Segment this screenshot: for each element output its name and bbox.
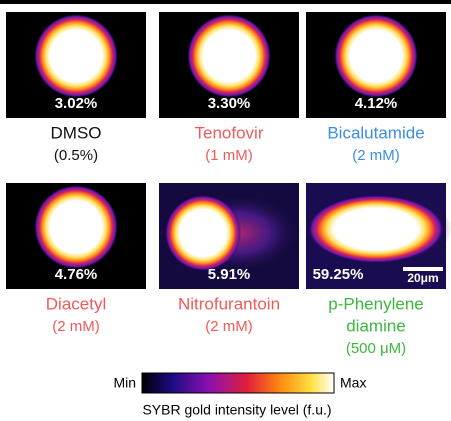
percentage: 4.12% xyxy=(355,95,398,112)
comet-head xyxy=(34,185,118,269)
percentage: 59.25% xyxy=(313,266,364,283)
comet-head xyxy=(165,195,241,271)
comet-head xyxy=(334,14,418,98)
percentage: 3.30% xyxy=(208,95,251,112)
comet-tail xyxy=(308,195,444,263)
compound-name: Bicalutamide xyxy=(327,123,424,142)
colorbar-caption: SYBR gold intensity level (f.u.) xyxy=(142,402,331,418)
cropped-title xyxy=(0,0,451,4)
concentration: (2 mM) xyxy=(205,318,253,335)
compound-name: p-Phenylene xyxy=(328,294,423,313)
concentration: (2 mM) xyxy=(52,318,100,335)
concentration: (1 mM) xyxy=(205,147,253,164)
colorbar-max: Max xyxy=(340,375,366,391)
colorbar xyxy=(142,373,334,393)
compound-name: Diacetyl xyxy=(46,294,106,313)
percentage: 4.76% xyxy=(55,266,98,283)
compound-name: Nitrofurantoin xyxy=(178,294,280,313)
percentage: 3.02% xyxy=(55,95,98,112)
concentration: (2 mM) xyxy=(352,147,400,164)
figure: Min Max SYBR gold intensity level (f.u.)… xyxy=(0,0,451,421)
colorbar-min: Min xyxy=(113,375,136,391)
comet-head xyxy=(187,14,271,98)
concentration: (500 μM) xyxy=(346,340,406,357)
concentration: (0.5%) xyxy=(54,147,98,164)
compound-name: DMSO xyxy=(51,123,102,142)
scale-bar-label: 20μm xyxy=(407,271,438,285)
percentage: 5.91% xyxy=(208,266,251,283)
compound-name: Tenofovir xyxy=(195,123,264,142)
compound-name: diamine xyxy=(346,316,406,335)
comet-head xyxy=(34,14,118,98)
